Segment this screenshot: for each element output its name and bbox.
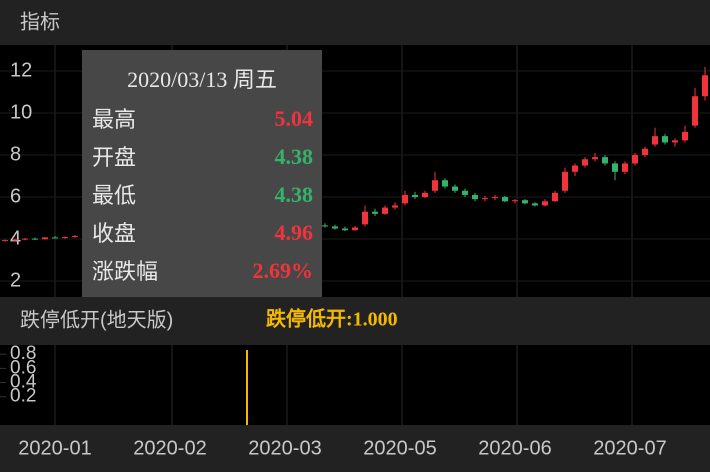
tooltip-label: 最高 bbox=[92, 107, 136, 132]
indicator-name: 跌停低开(地天版) bbox=[20, 308, 173, 331]
tooltip-value: 4.38 bbox=[275, 182, 314, 207]
date-axis bbox=[0, 425, 710, 472]
y-tick-label: 0.4 bbox=[10, 372, 37, 393]
candle-body bbox=[652, 136, 658, 145]
x-tick-label: 2020-07 bbox=[593, 437, 666, 459]
tooltip-date: 2020/03/13 周五 bbox=[127, 67, 277, 92]
candle-body bbox=[572, 165, 578, 172]
candle-body bbox=[702, 75, 708, 97]
candle-body bbox=[492, 197, 498, 199]
tooltip-label: 最低 bbox=[92, 183, 136, 208]
tooltip-box bbox=[82, 50, 322, 297]
y-tick-label: 0.8 bbox=[10, 343, 36, 364]
tooltip-value: 4.38 bbox=[275, 144, 314, 169]
candle-body bbox=[462, 190, 468, 195]
candle-body bbox=[2, 240, 8, 242]
candle-body bbox=[332, 226, 338, 229]
candle-body bbox=[52, 237, 58, 239]
candle-body bbox=[442, 180, 448, 187]
header-title: 指标 bbox=[20, 10, 60, 33]
tooltip-label: 开盘 bbox=[92, 145, 136, 170]
indicator-panel: 0.20.40.60.8 bbox=[0, 343, 248, 425]
x-tick-label: 2020-03 bbox=[248, 437, 321, 459]
candle-body bbox=[342, 228, 348, 231]
y-tick-label: 6 bbox=[10, 185, 21, 207]
candle-body bbox=[482, 198, 488, 200]
candle-body bbox=[362, 211, 368, 225]
candle-body bbox=[512, 200, 518, 202]
y-tick-label: 8 bbox=[10, 143, 21, 165]
candle-body bbox=[562, 171, 568, 191]
candle-body bbox=[592, 157, 598, 160]
y-tick-label: 12 bbox=[10, 59, 32, 81]
candle-body bbox=[32, 238, 38, 240]
tooltip-value: 2.69% bbox=[253, 258, 314, 283]
y-tick-label: 2 bbox=[10, 269, 21, 291]
tooltip-label: 涨跌幅 bbox=[92, 259, 158, 284]
candle-body bbox=[552, 192, 558, 202]
candle-body bbox=[12, 239, 18, 241]
x-tick-label: 2020-01 bbox=[18, 437, 91, 459]
header-bar bbox=[0, 0, 710, 45]
candle-body bbox=[392, 205, 398, 208]
candle-body bbox=[472, 194, 478, 200]
tooltip-value: 4.96 bbox=[275, 220, 314, 245]
candle-body bbox=[522, 200, 528, 204]
candle-body bbox=[642, 148, 648, 156]
candle-body bbox=[382, 207, 388, 214]
y-tick-label: 0.2 bbox=[10, 386, 36, 407]
candle-body bbox=[72, 235, 78, 237]
candle-body bbox=[62, 236, 68, 238]
candle-body bbox=[622, 163, 628, 172]
candle-body bbox=[352, 227, 358, 231]
candle-body bbox=[402, 194, 408, 204]
candle-body bbox=[432, 180, 438, 191]
tooltip-label: 收盘 bbox=[92, 221, 136, 246]
candle-body bbox=[532, 203, 538, 206]
candle-body bbox=[692, 96, 698, 126]
x-tick-label: 2020-02 bbox=[133, 437, 206, 459]
candle-body bbox=[372, 211, 378, 214]
candle-body bbox=[322, 225, 328, 227]
tooltip: 2020/03/13 周五 最高 5.04 开盘 4.38 最低 4.38 收盘 4.96 涨跌… bbox=[82, 50, 322, 297]
candle-body bbox=[452, 186, 458, 191]
indicator-bar bbox=[0, 297, 710, 345]
tooltip-value: 5.04 bbox=[275, 106, 314, 131]
candle-body bbox=[682, 131, 688, 141]
y-tick-label: 10 bbox=[10, 101, 32, 123]
candle-body bbox=[632, 155, 638, 164]
candle-body bbox=[602, 157, 608, 164]
x-tick-label: 2020-06 bbox=[478, 437, 551, 459]
y-tick-label: 4 bbox=[10, 227, 21, 249]
candle-body bbox=[672, 140, 678, 143]
candle-body bbox=[662, 136, 668, 143]
candle-body bbox=[502, 197, 508, 202]
candle-body bbox=[42, 237, 48, 240]
candle-body bbox=[582, 159, 588, 166]
y-tick-label: 0.6 bbox=[10, 357, 36, 378]
candle-body bbox=[542, 201, 548, 206]
candle-body bbox=[412, 194, 418, 198]
candles: 2 4 6 8 10 12 bbox=[0, 59, 710, 291]
indicator-value: 跌停低开:1.000 bbox=[266, 307, 398, 331]
candle-body bbox=[612, 163, 618, 172]
x-tick-label: 2020-05 bbox=[363, 437, 436, 459]
candle-body bbox=[422, 192, 428, 198]
candle-body bbox=[22, 238, 28, 240]
date-labels: 2020-01 2020-02 2020-03 2020-05 2020-06 2020-… bbox=[18, 437, 666, 459]
